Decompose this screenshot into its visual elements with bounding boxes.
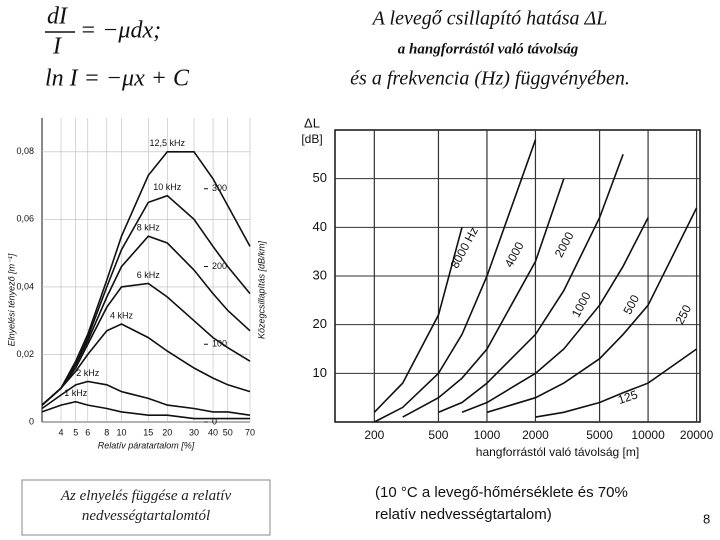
y-tick-label: 50 [313, 170, 327, 185]
y2-tick-label: 300 [212, 183, 227, 193]
x-tick-label: 5000 [586, 428, 613, 442]
y-axis-label: Elnyelési tényező [m⁻¹] [6, 253, 16, 346]
y-tick-label: 0 [29, 416, 34, 426]
y-tick-label: 30 [313, 267, 327, 282]
x-tick-label: 10000 [631, 428, 665, 442]
curve [461, 217, 649, 414]
caption-left-box: Az elnyelés függése a relatív nedvességt… [60, 488, 232, 524]
curve-label: 6 kHz [137, 270, 161, 280]
x-tick-label: 10 [116, 427, 126, 437]
caption-right: (10 °C a levegő-hőmérséklete és 70% rela… [375, 484, 628, 523]
y-tick-label: 0,04 [16, 281, 34, 291]
curve [373, 227, 463, 413]
curve [373, 139, 537, 423]
x-tick-label: 5 [73, 427, 78, 437]
curve [41, 151, 251, 406]
x-tick-label: 20 [162, 427, 172, 437]
x-tick-label: 2000 [522, 428, 549, 442]
x-tick-label: 500 [428, 428, 448, 442]
x-tick-label: 20000 [680, 428, 714, 442]
curve-label: 12,5 kHz [150, 138, 186, 148]
x-tick-label: 40 [208, 427, 218, 437]
curve-label: 10 kHz [153, 182, 182, 192]
x-axis-label: hangforrástól való távolság [m] [476, 445, 639, 459]
curve [486, 207, 698, 414]
curve [535, 348, 698, 418]
subtitle: a hangforrástól való távolság [398, 41, 579, 57]
curve [41, 323, 251, 406]
curve-label: 8 kHz [137, 223, 161, 233]
y-tick-label: 0,06 [16, 214, 34, 224]
y2-tick-label: 0 [212, 416, 217, 426]
formula-2: ln I = −μx + C [45, 66, 190, 92]
curve [41, 400, 250, 420]
curve-label: 125 [616, 387, 640, 407]
x-tick-label: 8 [104, 427, 109, 437]
formula-denominator: I [52, 34, 62, 60]
curve-label: 1 kHz [64, 388, 88, 398]
y-tick-label: 20 [313, 316, 327, 331]
x-tick-label: 4 [58, 427, 63, 437]
curve-label: 2 kHz [76, 368, 100, 378]
formula-numerator: dI [47, 4, 68, 30]
x-axis-label: Relatív páratartalom [%] [98, 440, 195, 450]
formula-rhs: = −μdx; [80, 18, 161, 44]
x-tick-label: 6 [85, 427, 90, 437]
page-number: 8 [703, 511, 710, 526]
y-tick-label: 10 [313, 365, 327, 380]
y-axis-label: ΔL [304, 115, 320, 130]
curve [41, 380, 251, 416]
caption-box [21, 479, 271, 536]
y2-tick-label: 200 [212, 261, 227, 271]
y-tick-label: 40 [313, 219, 327, 234]
curve-label: 4 kHz [110, 310, 134, 320]
caption-left: Az elnyelés függése a relatív nedvességt… [60, 488, 232, 524]
curve [41, 282, 251, 406]
caption-right-box: (10 °C a levegő-hőmérséklete és 70% rela… [375, 484, 628, 523]
x-tick-label: 15 [143, 427, 153, 437]
y-tick-label: 0,08 [16, 146, 34, 156]
title: A levegő csillapító hatása ΔL [371, 8, 608, 30]
curve [41, 235, 251, 406]
x-tick-label: 50 [223, 427, 233, 437]
y2-axis-label: Közegcsillapítás [dB/km] [256, 240, 266, 339]
curve [438, 154, 624, 414]
x-tick-label: 30 [189, 427, 199, 437]
x-tick-label: 200 [364, 428, 384, 442]
curve [402, 178, 565, 418]
y2-tick-label: 100 [212, 339, 227, 349]
x-tick-label: 70 [245, 427, 255, 437]
y-axis-unit: [dB] [301, 132, 322, 146]
y-tick-label: 0,02 [16, 349, 34, 359]
x-tick-label: 1000 [474, 428, 501, 442]
subtitle: és a frekvencia (Hz) függvényében. [350, 68, 630, 90]
